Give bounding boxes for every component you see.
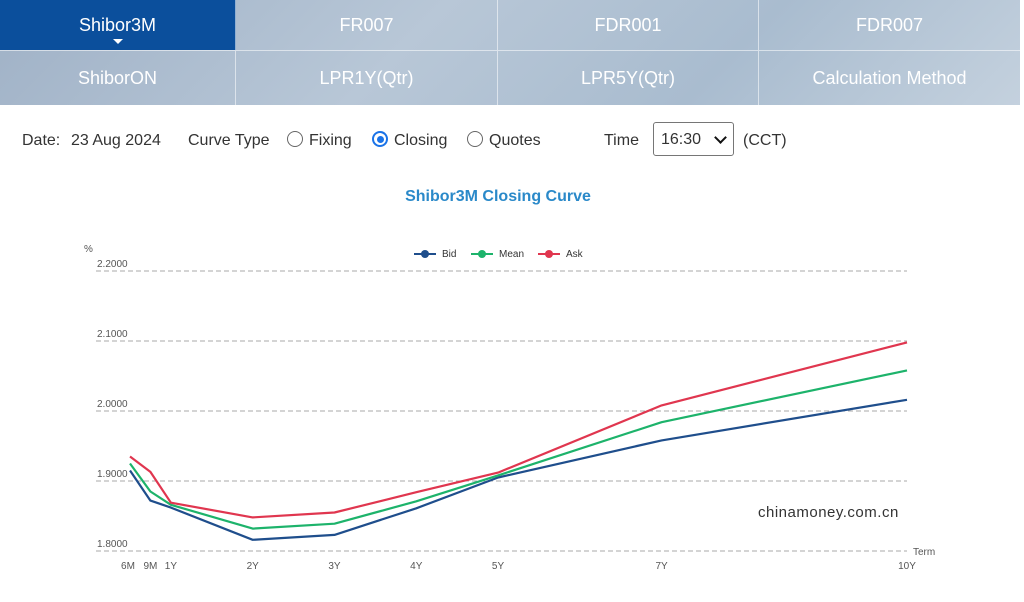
x-axis-label: Term [913, 547, 935, 558]
tab-label: Calculation Method [812, 67, 967, 88]
time-label: Time [604, 132, 639, 149]
y-tick-label: 2.1000 [97, 329, 128, 340]
option-closing-label[interactable]: Closing [394, 132, 448, 149]
tab-fdr007[interactable]: FDR007 [759, 0, 1020, 50]
tab-lpr1y[interactable]: LPR1Y(Qtr) [236, 50, 498, 105]
series-line-mean [129, 369, 908, 530]
option-fixing-label[interactable]: Fixing [309, 132, 352, 149]
x-tick-label: 10Y [898, 561, 916, 572]
tab-label: FDR001 [594, 14, 662, 35]
timezone-label: (CCT) [743, 132, 787, 149]
date-value: 23 Aug 2024 [71, 132, 161, 149]
y-tick-label: 2.0000 [97, 399, 128, 410]
tab-label: ShiborON [77, 67, 158, 88]
x-tick-label: 7Y [656, 561, 669, 572]
tab-label: Shibor3M [78, 14, 157, 35]
tab-calculation-method[interactable]: Calculation Method [759, 50, 1020, 105]
tab-label: LPR5Y(Qtr) [580, 67, 676, 88]
tab-bar: Shibor3M FR007 FDR001 FDR007 ShiborON LP… [0, 0, 1020, 105]
x-tick-label: 2Y [247, 561, 260, 572]
legend-item-mean[interactable]: Mean [471, 249, 524, 260]
date-label: Date: [22, 132, 61, 149]
legend-label: Bid [442, 249, 456, 260]
closing-curve-chart: Shibor3M Closing Curve % Term chinamoney… [84, 188, 935, 572]
legend-item-ask[interactable]: Ask [538, 249, 584, 260]
legend-item-bid[interactable]: Bid [414, 249, 456, 260]
x-tick-label: 3Y [328, 561, 341, 572]
y-tick-label: 1.9000 [97, 469, 128, 480]
series-line-bid [129, 398, 908, 541]
chevron-down-icon [714, 131, 727, 144]
legend-marker-icon [545, 250, 553, 258]
tab-shiboron[interactable]: ShiborON [0, 50, 236, 105]
y-axis-unit: % [84, 244, 93, 255]
time-select[interactable]: 16:30 [653, 122, 734, 156]
radio-quotes[interactable] [467, 131, 483, 147]
x-tick-label: 6M [121, 561, 135, 572]
x-tick-label: 5Y [492, 561, 505, 572]
legend-marker-icon [421, 250, 429, 258]
x-tick-label: 4Y [410, 561, 423, 572]
option-quotes-label[interactable]: Quotes [489, 132, 541, 149]
chart-title: Shibor3M Closing Curve [405, 188, 591, 205]
radio-fixing[interactable] [287, 131, 303, 147]
x-tick-label: 9M [143, 561, 157, 572]
time-select-value: 16:30 [661, 131, 702, 148]
tab-shibor3m[interactable]: Shibor3M [0, 0, 236, 50]
curve-type-label: Curve Type [188, 132, 270, 149]
active-caret-icon [112, 39, 123, 44]
tab-label: LPR1Y(Qtr) [319, 67, 414, 88]
x-tick-label: 1Y [165, 561, 178, 572]
series-line-ask [129, 341, 908, 519]
legend-label: Ask [566, 249, 584, 260]
tab-label: FDR007 [855, 14, 924, 35]
tab-label: FR007 [339, 14, 394, 35]
legend-label: Mean [499, 249, 524, 260]
watermark-text: chinamoney.com.cn [758, 504, 899, 521]
radio-closing[interactable] [372, 131, 388, 147]
tab-lpr5y[interactable]: LPR5Y(Qtr) [498, 50, 759, 105]
legend-marker-icon [478, 250, 486, 258]
controls-bar: Date: 23 Aug 2024 Curve Type Fixing Clos… [0, 120, 1020, 162]
tab-fdr001[interactable]: FDR001 [498, 0, 759, 50]
y-tick-label: 2.2000 [97, 259, 128, 270]
tab-fr007[interactable]: FR007 [236, 0, 498, 50]
y-tick-label: 1.8000 [97, 539, 128, 550]
